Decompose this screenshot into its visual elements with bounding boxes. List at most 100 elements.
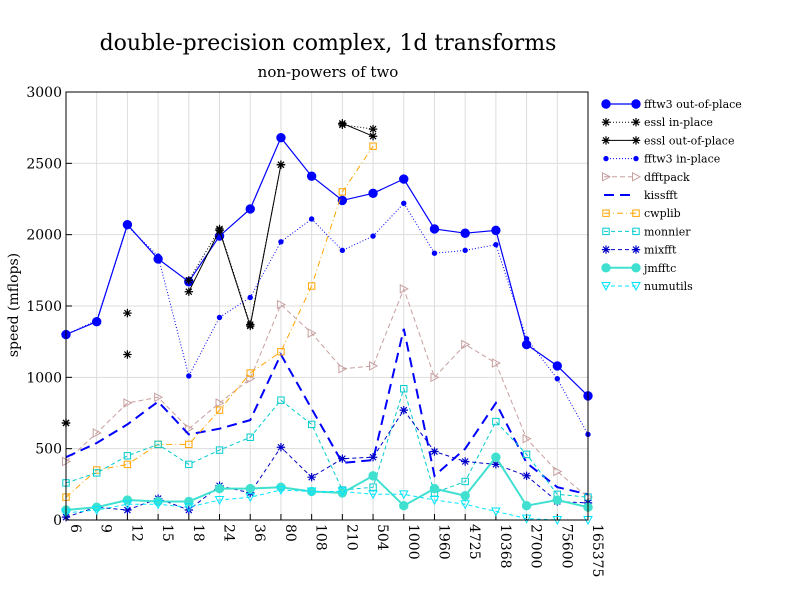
legend-label: numutils [644,280,693,293]
data-point [122,495,133,505]
legend-label: fftw3 out-of-place [644,98,742,111]
data-point [460,500,471,510]
series-numutils [61,486,593,526]
data-point [215,398,225,408]
chart-subtitle: non-powers of two [258,63,399,81]
data-point [521,514,532,524]
x-tick-label: 36 [251,524,267,542]
legend-marker [601,118,611,127]
data-point [185,440,193,449]
data-point [521,339,532,350]
data-point [183,503,194,513]
legend-marker [601,99,611,109]
data-point [491,507,501,517]
data-point [246,369,254,377]
data-point [462,247,468,254]
data-point [369,361,379,371]
data-point [337,195,348,206]
series-mixfft [61,405,593,522]
data-point [553,466,563,477]
data-point [215,446,224,454]
data-point [401,200,407,206]
legend-marker [632,227,640,236]
data-point [460,491,470,501]
data-point [215,406,224,414]
data-point [523,336,530,342]
data-point [461,339,471,350]
data-point [552,495,562,505]
legend-item: essl in-place [601,116,713,129]
data-point [122,500,133,510]
data-point [491,358,501,368]
data-point [307,282,316,290]
data-point [184,505,194,515]
data-point [368,471,378,481]
x-tick-label: 1000 [405,524,421,560]
data-point [276,486,286,496]
plot-frame [65,91,589,521]
series-line [188,164,282,325]
data-point [399,284,409,294]
legend-marker [632,209,640,217]
data-point [214,483,225,494]
data-point [245,204,255,214]
legend-item: fftw3 out-of-place [601,98,742,111]
legend-marker [631,282,641,292]
series-essl-out-of-place [61,119,378,428]
x-tick-label: 24 [221,524,237,542]
data-point [493,241,499,248]
data-point [368,453,378,462]
legend-marker [631,99,641,109]
series-line [188,164,282,327]
x-tick-label: 4725 [466,524,482,560]
data-point [216,314,223,321]
data-point [123,505,132,515]
data-point [277,347,285,356]
legend-label: fftw3 in-place [644,153,720,166]
legend-marker [632,171,642,182]
data-point [337,487,348,497]
data-point [430,447,439,456]
x-tick-label: 18 [190,524,206,542]
data-point [307,473,316,482]
series-line [65,455,589,511]
data-point [123,350,132,359]
series-line [65,489,588,521]
x-tick-label: 12 [128,524,144,542]
data-point [278,239,284,245]
data-point [94,317,100,323]
series-line [65,202,589,435]
data-point [399,405,408,415]
x-tick-label: 75600 [558,524,574,569]
data-point [491,225,501,236]
y-tick-label: 1500 [26,299,62,315]
data-point [123,308,132,318]
legend-label: essl in-place [644,116,713,129]
legend-item: numutils [601,280,693,293]
data-point [430,372,440,383]
y-tick-label: 2500 [26,156,62,172]
chart-title: double-precision complex, 1d transforms [100,31,557,56]
data-point [246,373,256,384]
grid [65,91,589,521]
data-point [276,160,286,169]
x-tick-label: 10368 [497,524,513,569]
legend-marker [631,118,641,127]
data-point [338,119,347,128]
y-axis-label: speed (mflops) [6,253,22,357]
series-line [342,124,374,130]
data-point [431,250,438,256]
data-point [245,493,256,503]
series-line [65,386,589,498]
y-tick-label: 3000 [26,85,62,101]
data-point [521,501,532,511]
data-point [398,490,409,500]
data-point [214,496,225,506]
tick-labels: 0 500 1000 1500 2000 2500 3000 6 9 12 15 18 24 36 80 10… [26,85,605,577]
data-point [368,132,378,141]
data-point [491,460,501,469]
series-line [65,287,589,498]
series-line [65,136,589,397]
legend-label: jmfftc [642,262,676,275]
